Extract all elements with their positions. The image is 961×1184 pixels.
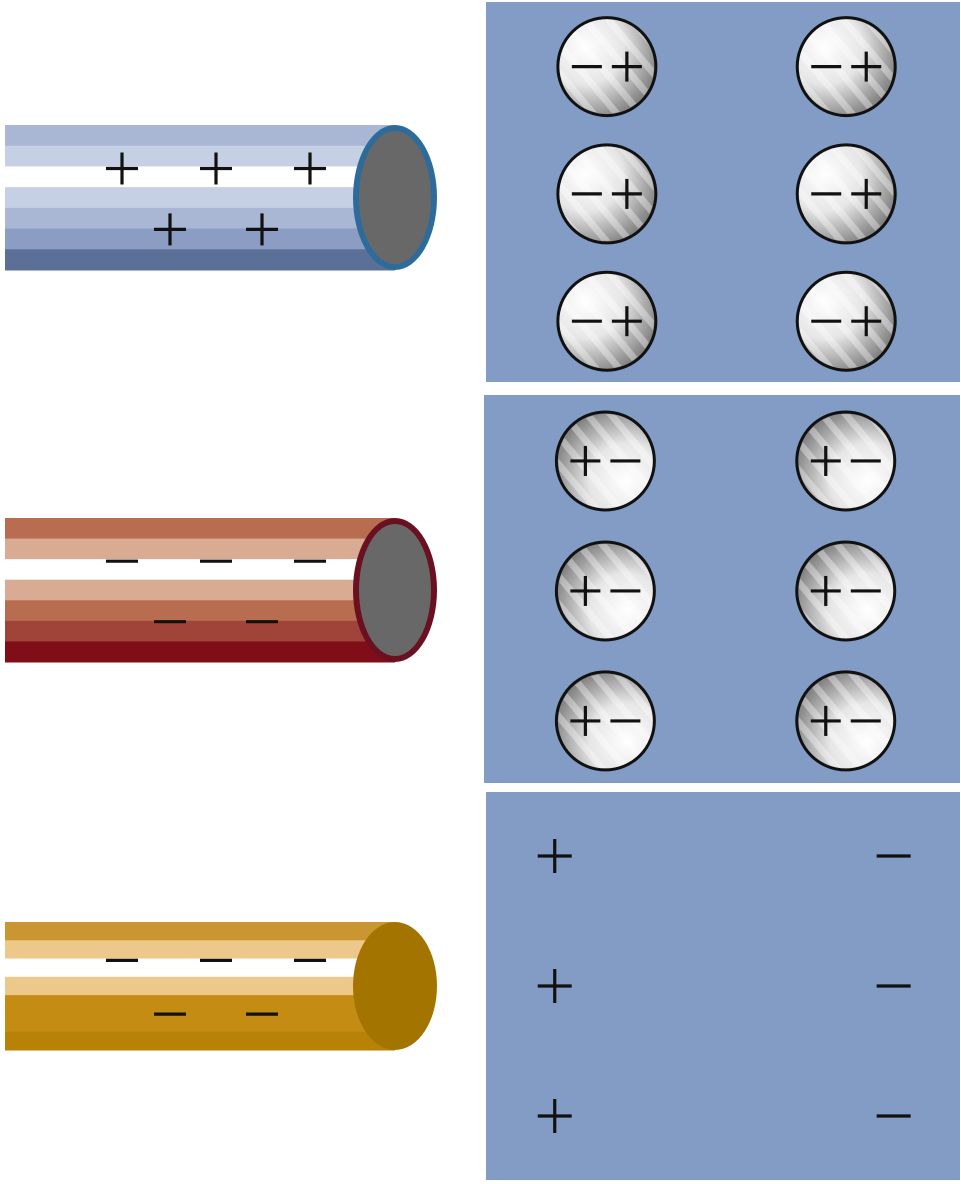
- rod-band: [5, 207, 395, 230]
- charged-rod: [5, 922, 437, 1051]
- rod-band: [5, 620, 395, 642]
- material-panel: [486, 2, 960, 382]
- molecule-shading: [798, 543, 893, 638]
- surface-plus-charge: [537, 969, 572, 1003]
- molecule-outline: [795, 670, 897, 772]
- polarized-molecule: [554, 670, 656, 772]
- molecule-shading: [558, 413, 653, 508]
- rod-charge-sign: [154, 213, 186, 246]
- molecule-plus-sign: [810, 705, 841, 736]
- rod-band: [5, 166, 395, 188]
- rod-end-cap: [353, 518, 437, 662]
- molecule-outline: [795, 143, 897, 245]
- molecule-outline: [795, 410, 897, 512]
- molecule-shading: [559, 146, 654, 241]
- molecule-outline: [554, 540, 656, 642]
- molecule-plus-sign: [611, 306, 642, 337]
- molecule-shading: [798, 673, 893, 768]
- row-3: [5, 792, 960, 1180]
- molecule-plus-sign: [570, 705, 601, 736]
- charged-rod: [5, 518, 437, 663]
- molecule-plus-sign: [851, 51, 882, 82]
- rod-band: [5, 600, 395, 622]
- molecule-shading: [558, 543, 653, 638]
- charged-rod: [5, 125, 437, 271]
- polarized-molecule: [554, 540, 656, 642]
- molecule-outline: [795, 270, 897, 372]
- rod-end-cap: [353, 125, 437, 270]
- molecule-shading: [559, 19, 654, 114]
- rod-band: [5, 187, 395, 209]
- molecule-plus-sign: [851, 178, 882, 209]
- molecule-plus-sign: [810, 575, 841, 606]
- rod-charge-sign: [294, 152, 326, 185]
- molecule-shading: [799, 19, 894, 114]
- rod-band: [5, 940, 395, 960]
- rod-band: [5, 976, 395, 996]
- molecule-outline: [795, 540, 897, 642]
- rod-band: [5, 641, 395, 663]
- material-panel: [486, 792, 960, 1180]
- rod-band: [5, 995, 395, 1014]
- molecule-shading: [559, 274, 654, 369]
- polarized-molecule: [795, 16, 897, 118]
- molecule-outline: [795, 16, 897, 118]
- molecule-plus-sign: [570, 445, 601, 476]
- rod-band: [5, 538, 395, 560]
- molecule-outline: [556, 16, 658, 118]
- molecule-plus-sign: [851, 306, 882, 337]
- rod-charge-sign: [200, 152, 232, 185]
- surface-plus-charge: [537, 1098, 572, 1133]
- molecule-plus-sign: [611, 51, 642, 82]
- polarized-molecule: [554, 410, 656, 512]
- row-2: [5, 395, 960, 783]
- molecule-outline: [556, 143, 658, 245]
- molecule-outline: [554, 410, 656, 512]
- molecule-shading: [798, 413, 893, 508]
- polarized-molecule: [795, 540, 897, 642]
- polarized-molecule: [795, 410, 897, 512]
- row-1: [5, 2, 960, 382]
- rod-charge-sign: [106, 152, 138, 185]
- molecule-shading: [799, 274, 894, 369]
- surface-plus-charge: [537, 839, 572, 874]
- molecule-outline: [554, 670, 656, 772]
- rod-band: [5, 958, 395, 978]
- rod-band: [5, 249, 395, 271]
- polarized-molecule: [556, 16, 658, 118]
- polarized-molecule: [795, 270, 897, 372]
- molecule-outline: [556, 270, 658, 372]
- rod-band: [5, 579, 395, 601]
- molecule-shading: [799, 146, 894, 241]
- rod-band: [5, 1013, 395, 1033]
- rod-band: [5, 518, 395, 540]
- molecule-plus-sign: [611, 178, 642, 209]
- rod-band: [5, 1031, 395, 1051]
- rod-charge-sign: [246, 213, 278, 246]
- rod-band: [5, 559, 395, 581]
- material-panel: [484, 395, 960, 783]
- molecule-shading: [558, 673, 653, 768]
- polarized-molecule: [556, 270, 658, 372]
- molecule-plus-sign: [570, 575, 601, 606]
- polarized-molecule: [795, 143, 897, 245]
- rod-band: [5, 145, 395, 167]
- molecule-plus-sign: [810, 445, 841, 476]
- polarized-molecule: [556, 143, 658, 245]
- rod-band: [5, 922, 395, 941]
- rod-end-cap: [353, 922, 437, 1050]
- rod-band: [5, 228, 395, 250]
- polarized-molecule: [795, 670, 897, 772]
- rod-band: [5, 125, 395, 147]
